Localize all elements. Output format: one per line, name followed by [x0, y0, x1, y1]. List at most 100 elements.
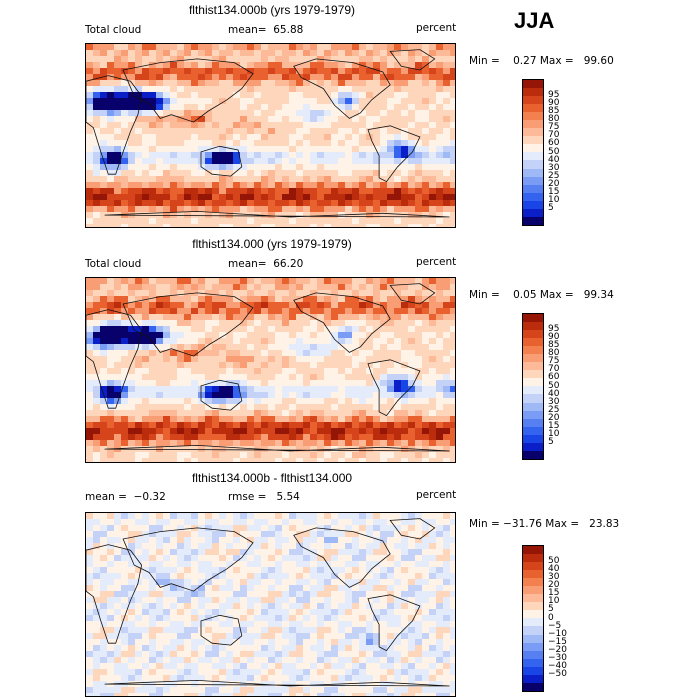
map-cell: [142, 176, 150, 183]
map-cell: [394, 452, 402, 459]
map-cell: [275, 68, 283, 75]
map-cell: [296, 206, 304, 213]
map-cell: [163, 50, 171, 57]
map-cell: [345, 537, 353, 544]
map-cell: [142, 537, 150, 544]
map-cell: [310, 308, 318, 315]
map-cell: [317, 344, 325, 351]
map-cell: [317, 657, 325, 664]
map-cell: [303, 302, 311, 309]
map-cell: [240, 398, 248, 405]
map-cell: [86, 146, 94, 153]
map-cell: [156, 639, 164, 646]
map-cell: [422, 170, 430, 177]
map-cell: [170, 585, 178, 592]
map-cell: [338, 603, 346, 610]
map-cell: [366, 206, 374, 213]
map-cell: [345, 50, 353, 57]
map-cell: [324, 567, 332, 574]
map-cell: [114, 314, 122, 321]
map-cell: [422, 206, 430, 213]
map-cell: [100, 314, 108, 321]
map-cell: [212, 392, 220, 399]
map-cell: [324, 200, 332, 207]
map-cell: [233, 543, 241, 550]
map-cell: [345, 452, 353, 459]
map-cell: [436, 188, 444, 195]
map-cell: [345, 164, 353, 171]
map-cell: [142, 308, 150, 315]
map-cell: [429, 86, 437, 93]
map-cell: [135, 128, 143, 135]
map-cell: [380, 681, 388, 688]
map-cell: [177, 615, 185, 622]
map-cell: [226, 176, 234, 183]
map-cell: [135, 182, 143, 189]
map-cell: [394, 110, 402, 117]
map-cell: [366, 122, 374, 129]
map-cell: [352, 597, 360, 604]
map-cell: [310, 392, 318, 399]
map-cell: [373, 122, 381, 129]
colorbar-tick-label: 70: [548, 130, 560, 141]
map-cell: [114, 597, 122, 604]
map-cell: [170, 525, 178, 532]
map-cell: [394, 513, 402, 520]
map-cell: [310, 374, 318, 381]
map-cell: [331, 188, 339, 195]
map-cell: [226, 326, 234, 333]
map-cell: [198, 326, 206, 333]
map-cell: [296, 350, 304, 357]
map-cell: [338, 116, 346, 123]
map-cell: [226, 62, 234, 69]
map-cell: [149, 50, 157, 57]
map-cell: [142, 639, 150, 646]
map-cell: [352, 338, 360, 345]
map-cell: [303, 152, 311, 159]
map-cell: [191, 134, 199, 141]
map-cell: [212, 194, 220, 201]
map-cell: [254, 627, 262, 634]
map-cell: [205, 446, 213, 453]
map-cell: [380, 104, 388, 111]
map-cell: [282, 639, 290, 646]
map-cell: [429, 422, 437, 429]
map-cell: [93, 314, 101, 321]
map-cell: [408, 579, 416, 586]
map-cell: [261, 663, 269, 670]
map-cell: [282, 422, 290, 429]
map-cell: [394, 68, 402, 75]
map-cell: [450, 80, 455, 87]
map-cell: [422, 549, 430, 556]
map-cell: [128, 62, 136, 69]
map-cell: [443, 434, 451, 441]
map-cell: [359, 98, 367, 105]
map-cell: [359, 681, 367, 688]
map-cell: [135, 56, 143, 63]
map-cell: [422, 567, 430, 574]
map-cell: [100, 56, 108, 63]
coastline: [122, 58, 254, 123]
map-cell: [422, 338, 430, 345]
map-cell: [331, 543, 339, 550]
map-cell: [121, 392, 129, 399]
map-cell: [296, 621, 304, 628]
map-cell: [163, 158, 171, 165]
map-cell: [219, 98, 227, 105]
map-cell: [436, 116, 444, 123]
map-cell: [352, 74, 360, 81]
map-cell: [331, 380, 339, 387]
map-cell: [149, 194, 157, 201]
map-cell: [233, 549, 241, 556]
map-cell: [86, 170, 94, 177]
map-cell: [324, 278, 332, 285]
map-cell: [415, 555, 423, 562]
map-cell: [429, 164, 437, 171]
map-cell: [268, 519, 276, 526]
map-cell: [156, 218, 164, 225]
map-cell: [100, 134, 108, 141]
map-cell: [184, 663, 192, 670]
map-cell: [156, 687, 164, 694]
map-cell: [387, 284, 395, 291]
map-cell: [114, 44, 122, 51]
